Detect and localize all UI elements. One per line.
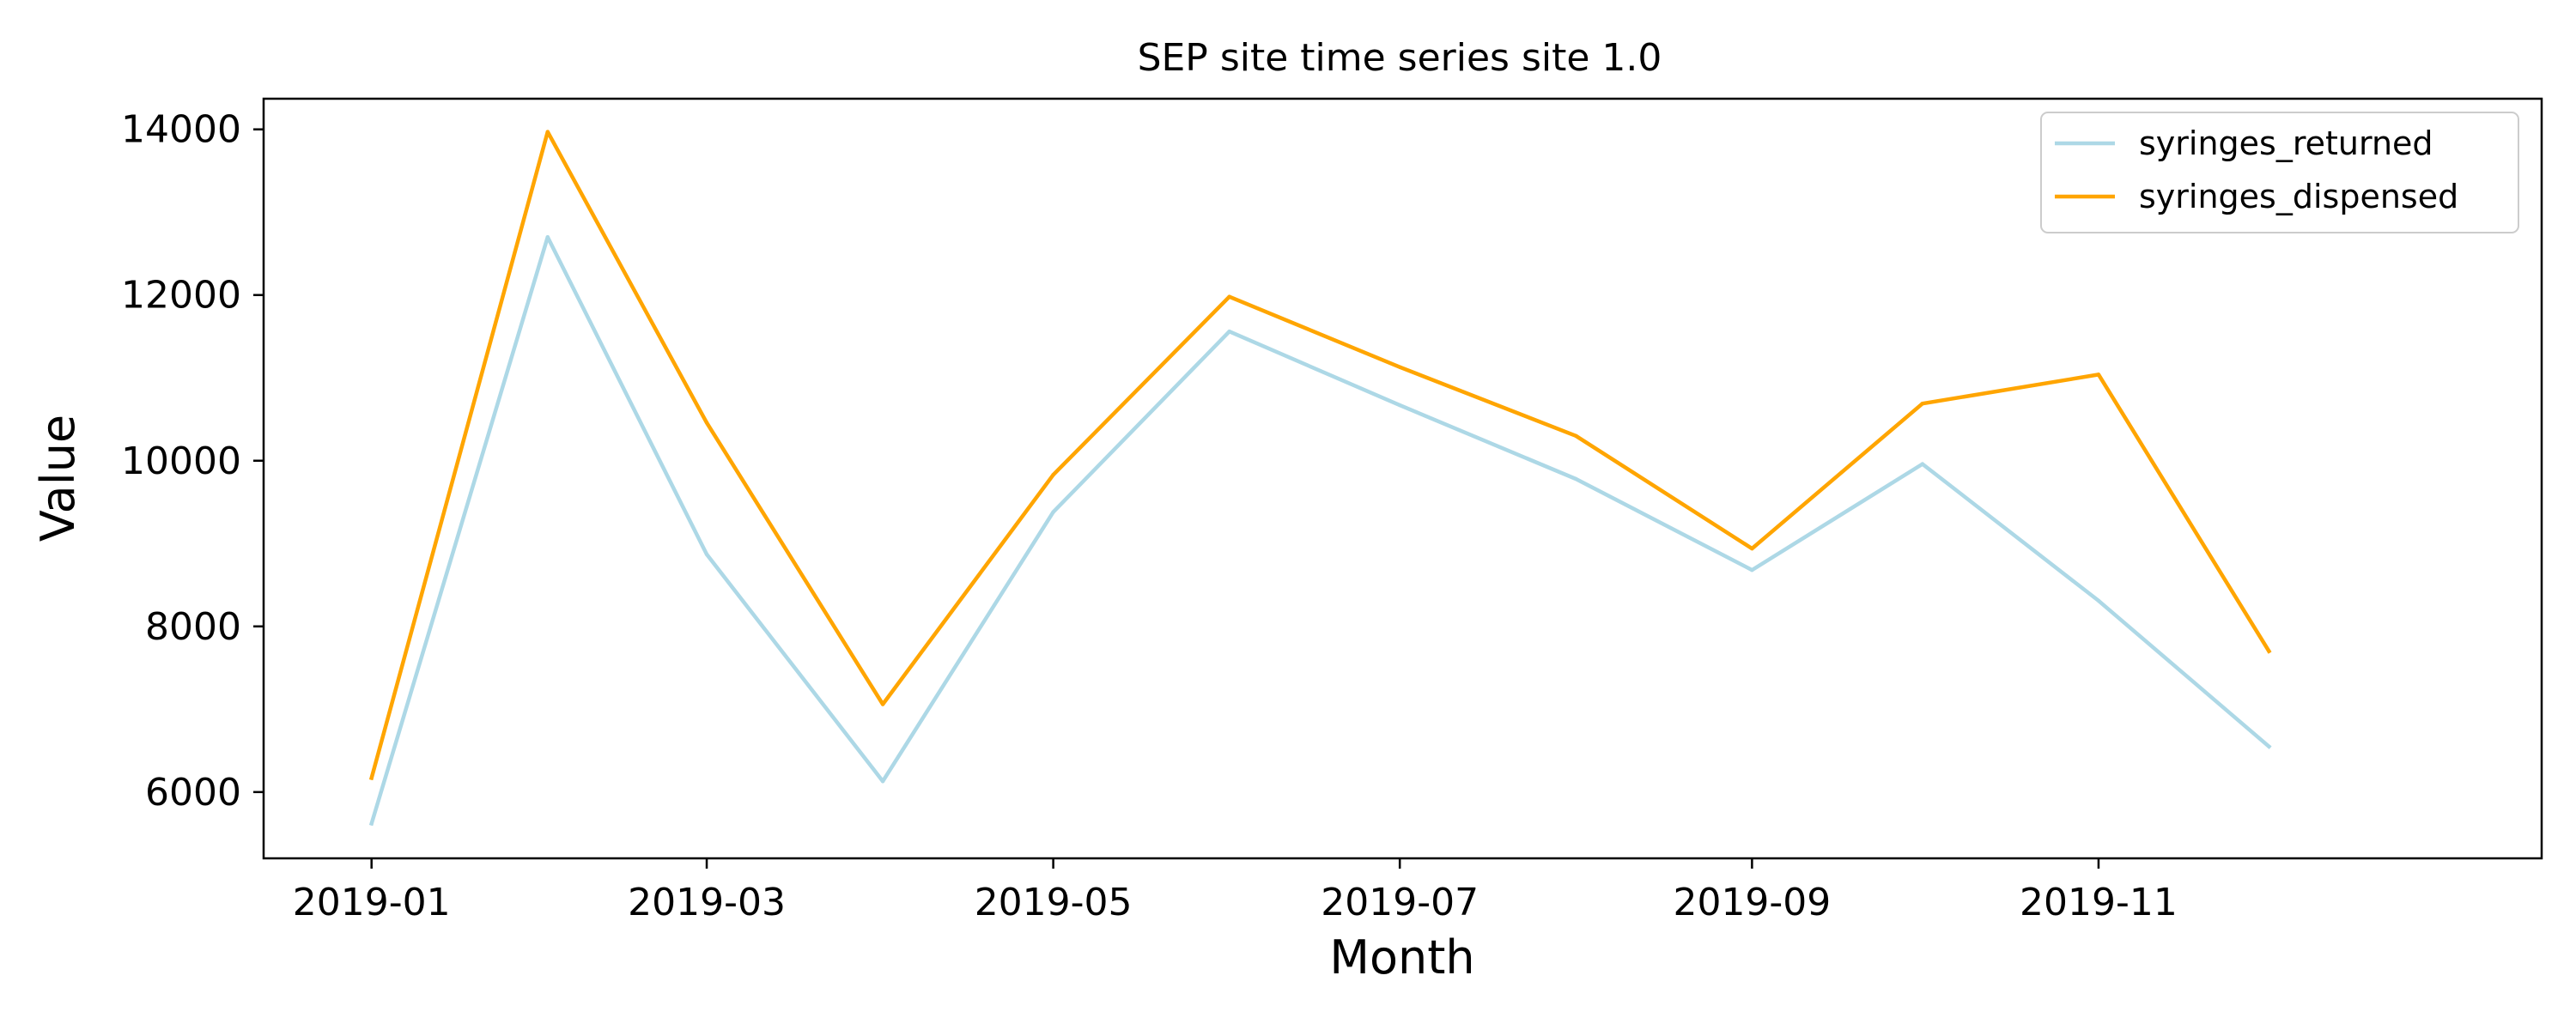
data-point [1920, 401, 1925, 406]
series-line-syringes_returned [368, 234, 2272, 827]
chart-title: SEP site time series site 1.0 [1138, 36, 1662, 80]
y-tick-label: 8000 [145, 605, 241, 649]
data-point [1397, 365, 1402, 369]
data-point [880, 702, 885, 706]
y-axis: 6000 8000 10000 12000 14000 [121, 108, 264, 815]
data-point [1750, 567, 1754, 573]
series-layer [368, 130, 2272, 827]
x-axis-label: Month [1329, 930, 1474, 985]
series-line-syringes_dispensed [368, 130, 2272, 781]
x-tick-label: 2019-03 [628, 881, 786, 924]
data-point [1574, 476, 1578, 482]
data-point [545, 234, 550, 239]
y-tick-label: 10000 [121, 439, 241, 483]
x-tick-label: 2019-09 [1673, 881, 1831, 924]
legend: syringes_returned syringes_dispensed [2040, 112, 2519, 233]
data-point [2267, 744, 2271, 748]
data-point [1920, 462, 1925, 466]
y-tick-label: 14000 [121, 108, 241, 152]
data-point [704, 421, 709, 425]
data-point [880, 779, 885, 784]
data-point [369, 776, 374, 780]
x-tick-label: 2019-01 [293, 881, 451, 924]
data-point [1750, 546, 1754, 551]
legend-label: syringes_dispensed [2139, 178, 2458, 215]
data-point [545, 130, 550, 134]
x-tick-label: 2019-11 [2020, 881, 2178, 924]
data-point [2267, 649, 2271, 653]
data-point [1397, 403, 1402, 408]
data-point [2096, 598, 2101, 603]
data-point [2096, 373, 2101, 377]
data-point [1227, 329, 1231, 334]
data-point [1574, 433, 1578, 438]
y-axis-label: Value [31, 415, 85, 542]
x-tick-label: 2019-05 [975, 881, 1133, 924]
data-point [1227, 294, 1231, 299]
legend-box [2040, 112, 2519, 233]
series-syringes_dispensed [368, 130, 2272, 781]
data-point [704, 552, 709, 557]
y-tick-label: 12000 [121, 274, 241, 318]
data-point [369, 821, 374, 826]
data-point [1051, 472, 1055, 477]
x-tick-label: 2019-07 [1321, 881, 1479, 924]
series-syringes_returned [368, 234, 2272, 827]
data-point [1051, 510, 1055, 514]
y-tick-label: 6000 [145, 771, 241, 815]
x-axis: 2019-01 2019-03 2019-05 2019-07 2019-09 2019-… [293, 858, 2178, 924]
plot-frame [262, 97, 2543, 860]
legend-label: syringes_returned [2139, 124, 2433, 162]
